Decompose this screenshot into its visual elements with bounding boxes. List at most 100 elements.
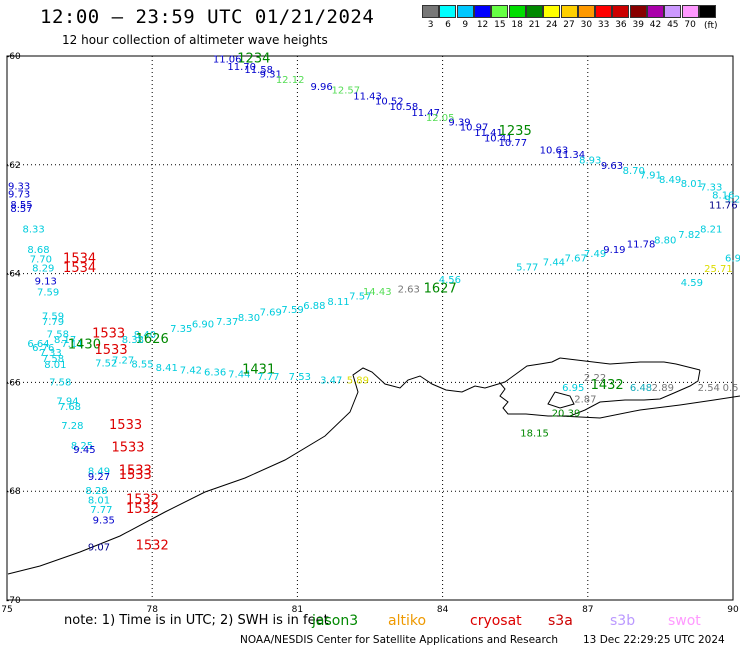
wave-height-label: 9.19: [603, 245, 625, 256]
coastline-shelf: [559, 395, 740, 419]
longitude-label: 84: [437, 605, 449, 615]
wave-height-label: 9.27: [88, 472, 110, 483]
wave-height-label: 7.77: [90, 505, 112, 516]
page-title: 12:00 – 23:59 UTC 01/21/2024: [40, 6, 375, 28]
color-swatch: [612, 5, 630, 18]
wave-height-label: 8.01: [88, 495, 110, 506]
color-scale-bin: 33: [595, 5, 613, 30]
wave-height-label: 10.41: [484, 134, 513, 145]
wave-height-label: 7.79: [42, 317, 64, 328]
wave-height-label: 11.47: [411, 108, 440, 119]
wave-height-label: 9.45: [73, 445, 95, 456]
wave-height-observations: 11.06123411.7011.589.3112.129.9612.5711.…: [8, 52, 740, 554]
longitude-label: 81: [292, 605, 303, 615]
wave-height-label: 7.44: [228, 370, 250, 381]
color-scale-bin: 42: [647, 5, 664, 30]
pass-time-label: 1430: [68, 337, 101, 352]
pass-time-label: 1532: [136, 539, 169, 554]
color-scale-label: 3: [427, 20, 434, 30]
wave-height-label: 7.77: [257, 372, 279, 383]
color-swatch: [664, 5, 682, 18]
pass-time-label: 1234: [237, 52, 270, 67]
wave-height-label: 10.58: [390, 102, 419, 113]
color-scale-bin: [698, 5, 716, 30]
wave-height-label: 9.31: [260, 69, 282, 80]
wave-height-label: 8.40: [134, 330, 156, 341]
color-scale-label: 24: [546, 20, 558, 30]
antarctic-coastline: [7, 357, 740, 575]
wave-height-label: 7.67: [565, 253, 587, 264]
wave-height-label: 8.30: [238, 313, 260, 324]
wave-height-label: 9.96: [310, 82, 332, 93]
wave-height-label: 7.11: [61, 339, 83, 350]
wave-height-label: 14.43: [363, 287, 392, 298]
wave-height-label: 8.01: [44, 360, 66, 371]
color-swatch: [647, 5, 664, 18]
wave-height-label: 8.17: [54, 335, 76, 346]
wave-height-label: 11.34: [557, 150, 586, 161]
legend-item: s3a: [548, 613, 573, 629]
color-swatch: [629, 5, 647, 18]
color-swatch: [525, 5, 543, 18]
pass-time-label: 1432: [591, 378, 624, 393]
color-scale-label: 45: [667, 20, 679, 30]
color-scale-bin: 21: [525, 5, 543, 30]
wave-height-label: 4.59: [681, 278, 703, 289]
color-scale-label: 15: [494, 20, 506, 30]
color-scale-bin: 12: [474, 5, 492, 30]
color-scale-bin: 45: [664, 5, 682, 30]
page-subtitle: 12 hour collection of altimeter wave hei…: [62, 33, 328, 47]
wave-height-label: 9.39: [448, 117, 470, 128]
wave-height-label: 2.89: [652, 383, 674, 394]
color-scale-bin: 36: [612, 5, 630, 30]
map-frame: [6, 55, 734, 601]
map-border: [6, 55, 734, 601]
color-scale-label: 36: [615, 20, 627, 30]
wave-height-label: 2.54: [698, 383, 720, 394]
wave-height-label: 9.63: [601, 161, 623, 172]
wave-height-label: 8.21: [700, 224, 722, 235]
wave-height-label: 7.28: [61, 421, 83, 432]
wave-height-label: 9.33: [8, 181, 30, 192]
wave-height-label: 7.59: [37, 288, 59, 299]
wave-height-label: 0.5: [723, 383, 739, 394]
pass-time-label: 1627: [424, 281, 457, 296]
wave-height-label: 8.29: [32, 264, 54, 275]
wave-height-label: 7.42: [180, 365, 202, 376]
wave-height-label: 25.71: [704, 264, 733, 275]
latitude-label: -64: [6, 270, 21, 280]
color-scale-label: 18: [511, 20, 523, 30]
wave-height-label: 2.63: [398, 284, 420, 295]
color-swatch: [543, 5, 561, 18]
wave-height-label: 7.53: [289, 372, 311, 383]
color-scale-label: 39: [632, 20, 644, 30]
latitude-label: -62: [6, 161, 21, 171]
color-swatch: [681, 5, 699, 18]
pass-time-label: 1532: [126, 502, 159, 517]
wave-height-label: 9.07: [88, 543, 110, 554]
wave-height-label: 7.69: [260, 308, 282, 319]
footer-note: note: 1) Time is in UTC; 2) SWH is in fe…: [64, 613, 329, 628]
wave-height-label: 10.52: [375, 97, 404, 108]
color-swatch: [508, 5, 526, 18]
color-scale-label: 33: [597, 20, 610, 30]
credit-line: NOAA/NESDIS Center for Satellite Applica…: [240, 634, 558, 646]
pass-time-label: 1533: [119, 464, 152, 479]
color-scale-label: 30: [580, 20, 593, 30]
longitude-label: 78: [146, 605, 158, 615]
color-scale-label: 9: [462, 20, 469, 30]
wave-height-label: 6.90: [192, 320, 214, 331]
wave-height-label: 8.28: [85, 486, 107, 497]
wave-height-label: 9.28: [724, 195, 740, 206]
wave-height-label: 7.58: [49, 377, 71, 388]
wave-height-label: 11.76: [709, 201, 738, 212]
wave-height-label: 8.55: [131, 359, 153, 370]
color-scale-bin: 6: [439, 5, 457, 30]
color-scale-label: 42: [649, 20, 662, 30]
wave-height-label: 7.33: [39, 348, 61, 359]
latitude-label: -60: [6, 52, 21, 62]
wave-height-label: 8.25: [71, 441, 93, 452]
wave-height-label: 8.93: [579, 155, 601, 166]
color-swatch: [439, 5, 457, 18]
legend-item: swot: [668, 613, 701, 629]
